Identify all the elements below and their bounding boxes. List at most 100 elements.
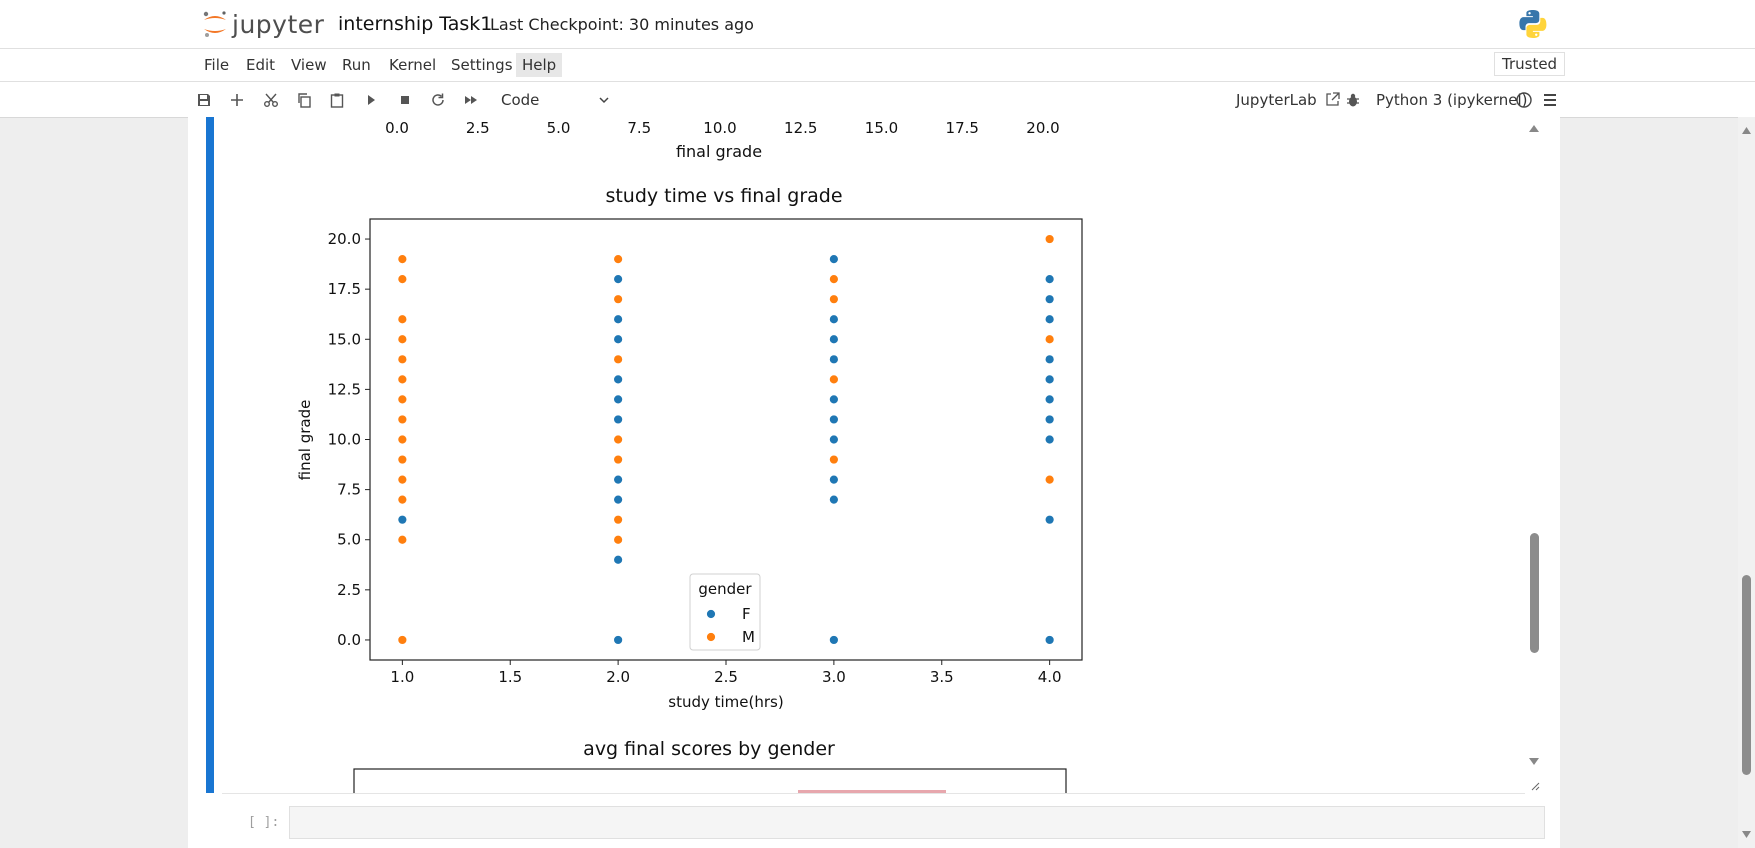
- data-point-m: [397, 394, 408, 405]
- menu-kernel[interactable]: Kernel: [389, 56, 437, 74]
- cell-type-select[interactable]: Code: [493, 90, 611, 110]
- page-scroll-down-icon[interactable]: [1741, 830, 1752, 840]
- jupyter-logo[interactable]: jupyter: [202, 7, 324, 41]
- data-point-m: [397, 254, 408, 264]
- jupyterlab-link[interactable]: JupyterLab: [1236, 90, 1341, 112]
- previous-chart-x-tick-label: 7.5: [627, 119, 651, 137]
- data-point-m: [397, 334, 408, 345]
- debugger-bug-icon[interactable]: [1343, 90, 1363, 110]
- output-scrollbar[interactable]: [1524, 117, 1544, 793]
- data-point-f: [613, 414, 624, 425]
- data-point-f: [828, 254, 839, 264]
- previous-chart-x-tick-label: 2.5: [466, 119, 490, 137]
- data-point-m: [613, 534, 624, 545]
- data-point-m: [397, 314, 408, 325]
- data-point-m: [613, 354, 624, 365]
- data-point-f: [1044, 274, 1055, 285]
- data-point-f: [1044, 354, 1055, 365]
- legend-title: gender: [698, 580, 752, 598]
- chart-title: study time vs final grade: [605, 185, 842, 207]
- scroll-down-arrow-icon[interactable]: [1528, 757, 1540, 767]
- page-scrollbar-thumb[interactable]: [1742, 575, 1751, 775]
- y-axis: 0.0 2.5 5.0 7.5 10.0 12.5 15.0 17.5 20.0: [328, 230, 370, 649]
- paste-icon[interactable]: [327, 90, 347, 110]
- menu-run[interactable]: Run: [342, 56, 371, 74]
- kernel-name[interactable]: Python 3 (ipykernel): [1376, 91, 1528, 109]
- top-bar: jupyter internship Task1 Last Checkpoint…: [0, 0, 1755, 49]
- data-point-m: [613, 294, 624, 305]
- previous-chart-x-axis: 0.0 2.5 5.0 7.5 10.0 12.5 15.0 17.5 20.0: [385, 119, 1060, 137]
- data-point-f: [613, 394, 624, 405]
- previous-chart-x-tick-label: 12.5: [784, 119, 817, 137]
- x-tick-label: 1.5: [498, 668, 522, 686]
- add-icon[interactable]: [227, 90, 247, 110]
- x-axis-label: study time(hrs): [668, 693, 783, 711]
- data-point-m: [397, 414, 408, 425]
- legend-label-f: F: [742, 605, 751, 623]
- data-point-f: [1044, 314, 1055, 325]
- restart-icon[interactable]: [428, 90, 448, 110]
- data-point-f: [1044, 414, 1055, 425]
- data-point-m: [1044, 334, 1055, 345]
- fast-forward-icon[interactable]: [461, 90, 481, 110]
- menu-edit[interactable]: Edit: [246, 56, 276, 74]
- copy-icon[interactable]: [294, 90, 314, 110]
- data-point-f: [828, 474, 839, 485]
- checkpoint-status: Last Checkpoint: 30 minutes ago: [490, 15, 754, 34]
- data-point-m: [397, 374, 408, 385]
- logo-text: jupyter: [232, 9, 325, 39]
- data-point-f: [828, 354, 839, 365]
- data-point-f: [828, 434, 839, 445]
- menu-bar: File Edit View Run Kernel Settings Help …: [0, 49, 1755, 82]
- output-plots: 0.0 2.5 5.0 7.5 10.0 12.5 15.0 17.5 20.0 final g…: [296, 119, 1083, 793]
- data-point-m: [1044, 234, 1055, 244]
- next-chart-title: avg final scores by gender: [583, 738, 835, 760]
- page-scroll-up-icon[interactable]: [1741, 125, 1752, 135]
- cut-icon[interactable]: [261, 90, 281, 110]
- data-point-f: [828, 314, 839, 325]
- run-icon[interactable]: [361, 90, 381, 110]
- data-point-m: [1044, 474, 1055, 485]
- data-point-f: [613, 334, 624, 345]
- menu-help[interactable]: Help: [516, 53, 563, 77]
- data-point-m: [397, 474, 408, 485]
- data-point-f: [397, 514, 408, 525]
- hamburger-menu-icon[interactable]: [1540, 90, 1560, 110]
- legend-label-m: M: [742, 628, 755, 646]
- notebook-title[interactable]: internship Task1: [338, 13, 493, 35]
- python-kernel-icon: [1517, 8, 1549, 44]
- resize-handle-icon[interactable]: [1530, 781, 1540, 791]
- x-tick-label: 4.0: [1038, 668, 1062, 686]
- menu-settings[interactable]: Settings: [451, 56, 513, 74]
- code-editor[interactable]: [289, 806, 1545, 839]
- data-point-m: [397, 635, 408, 645]
- data-point-f: [828, 414, 839, 425]
- external-link-icon: [1325, 92, 1341, 112]
- save-icon[interactable]: [194, 90, 214, 110]
- menu-file[interactable]: File: [204, 56, 230, 74]
- data-point-m: [613, 454, 624, 465]
- y-axis-label: final grade: [296, 400, 314, 481]
- data-point-m: [397, 434, 408, 445]
- legend-swatch-m: [706, 632, 716, 642]
- notebook-toolbar: Code JupyterLab Python 3 (ipykernel): [0, 82, 1755, 118]
- data-point-m: [613, 254, 624, 264]
- data-point-m: [397, 274, 408, 285]
- data-point-m: [397, 354, 408, 365]
- y-tick-label: 12.5: [328, 380, 361, 398]
- stop-icon[interactable]: [395, 90, 415, 110]
- data-point-m: [613, 514, 624, 525]
- data-point-f: [828, 635, 839, 645]
- trusted-badge[interactable]: Trusted: [1494, 52, 1566, 76]
- data-point-m: [397, 454, 408, 465]
- data-point-m: [613, 434, 624, 445]
- menu-view[interactable]: View: [291, 56, 327, 74]
- x-axis: 1.0 1.5 2.0 2.5 3.0 3.5 4.0: [390, 660, 1062, 686]
- data-point-f: [1044, 394, 1055, 405]
- jupyterlab-link-label: JupyterLab: [1236, 91, 1317, 109]
- data-point-f: [613, 554, 624, 565]
- output-scrollbar-thumb[interactable]: [1530, 533, 1539, 653]
- chart-legend: gender F M: [689, 573, 761, 651]
- scroll-up-arrow-icon[interactable]: [1528, 123, 1540, 133]
- data-point-f: [613, 494, 624, 505]
